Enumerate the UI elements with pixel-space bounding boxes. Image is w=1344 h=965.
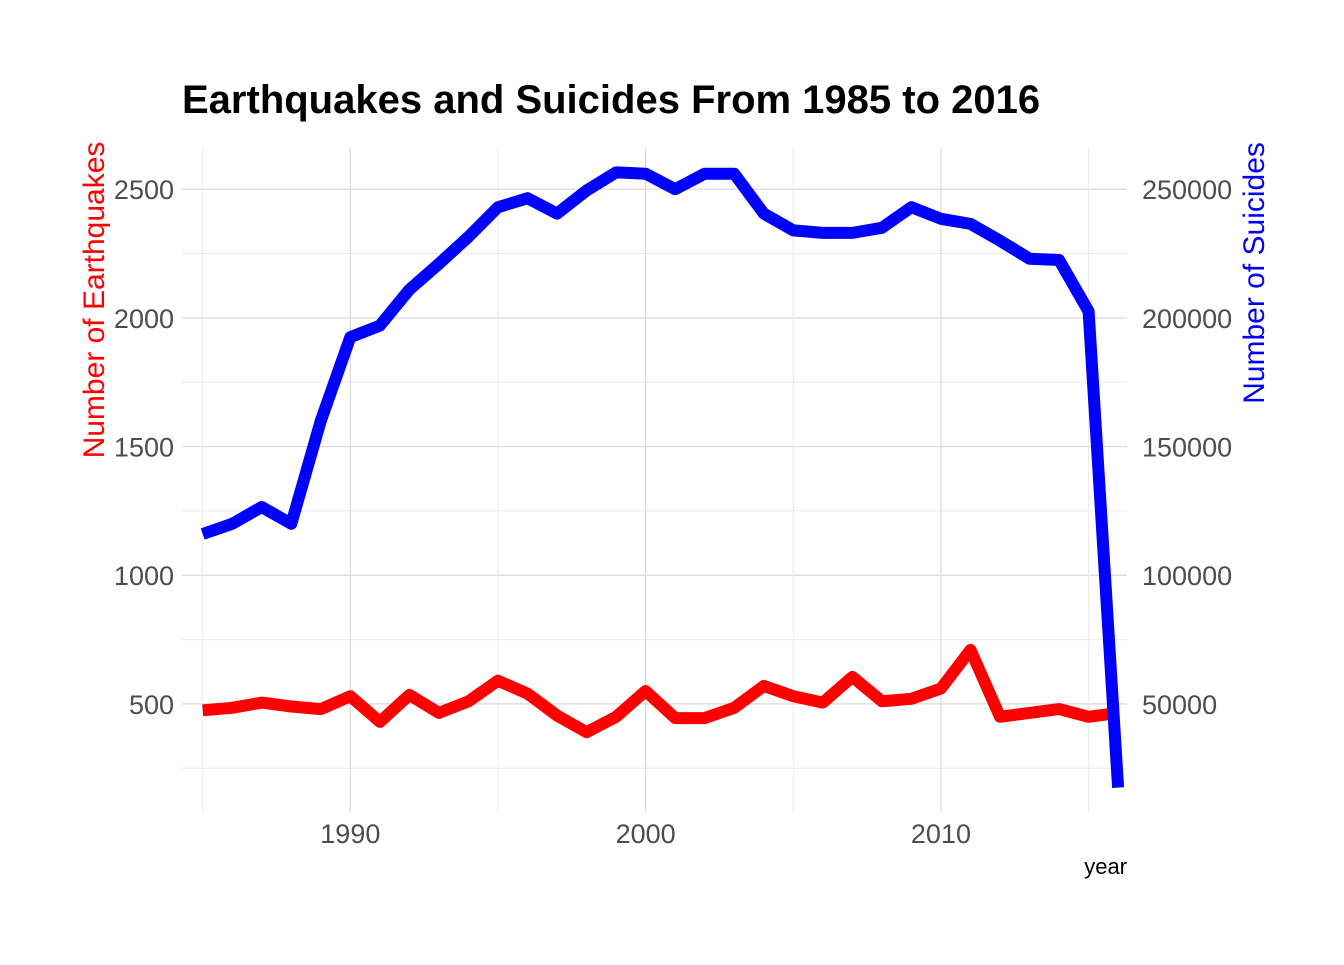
series-lines: [200, 166, 1125, 788]
left-y-axis-title: Number of Earthquakes: [78, 142, 111, 459]
right-y-tick-label: 150000: [1142, 433, 1232, 463]
x-axis-title: year: [1084, 854, 1127, 879]
suicides-line: [200, 166, 1125, 788]
left-y-tick-label: 2000: [114, 304, 174, 334]
left-y-tick-label: 1500: [114, 433, 174, 463]
left-y-axis-ticks: 500 1000 1500 2000 2500: [114, 175, 174, 720]
left-y-tick-label: 500: [129, 690, 174, 720]
right-y-tick-label: 250000: [1142, 175, 1232, 205]
x-tick-label: 2010: [911, 819, 971, 849]
right-y-axis-title: Number of Suicides: [1238, 142, 1271, 404]
x-axis-ticks: 1990 2000 2010: [320, 819, 971, 849]
x-tick-label: 1990: [320, 819, 380, 849]
right-y-tick-label: 100000: [1142, 561, 1232, 591]
chart-title: Earthquakes and Suicides From 1985 to 20…: [182, 78, 1040, 122]
earthquakes-line: [202, 643, 1119, 739]
x-tick-label: 2000: [616, 819, 676, 849]
left-y-tick-label: 2500: [114, 175, 174, 205]
right-y-tick-label: 200000: [1142, 304, 1232, 334]
left-y-tick-label: 1000: [114, 561, 174, 591]
right-y-tick-label: 50000: [1142, 690, 1217, 720]
right-y-axis-ticks: 50000 100000 150000 200000 250000: [1142, 175, 1232, 720]
